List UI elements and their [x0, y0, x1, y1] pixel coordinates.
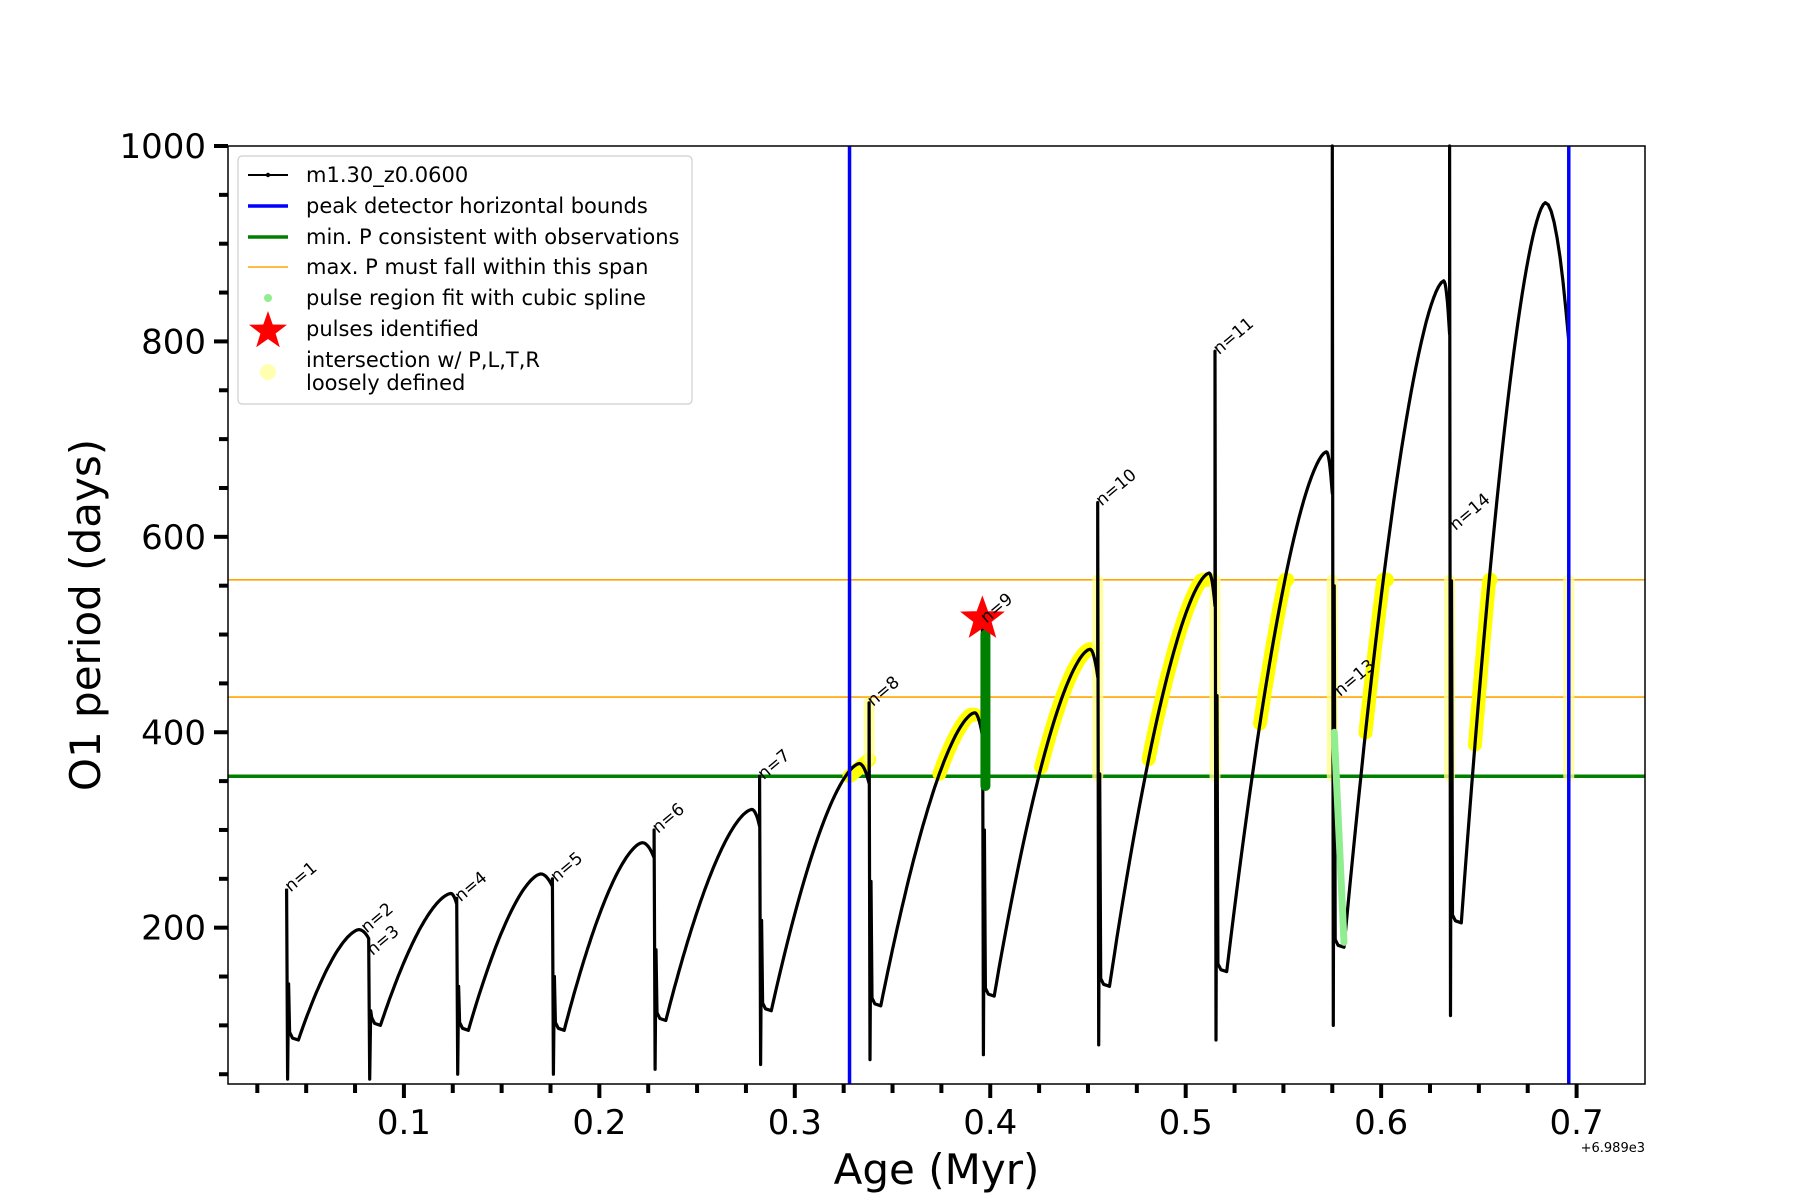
legend-label: pulse region fit with cubic spline	[306, 286, 646, 310]
legend-marker-circle	[260, 364, 276, 380]
legend-label: peak detector horizontal bounds	[306, 194, 648, 218]
legend-label: intersection w/ P,L,T,R	[306, 348, 540, 372]
y-tick-label: 1000	[119, 127, 206, 167]
y-tick-label: 600	[141, 518, 206, 558]
x-tick-label: 0.1	[377, 1103, 431, 1143]
legend-label: max. P must fall within this span	[306, 255, 648, 279]
plot-frame	[227, 145, 1646, 1085]
y-axis-title: O1 period (days)	[61, 439, 110, 791]
legend-label-line2: loosely defined	[306, 371, 465, 395]
legend-label: pulses identified	[306, 317, 479, 341]
x-axis-title: Age (Myr)	[834, 1145, 1040, 1194]
legend-marker-dot	[264, 294, 272, 302]
legend-marker-dot	[265, 172, 271, 178]
x-tick-label: 0.5	[1159, 1103, 1213, 1143]
legend-label: min. P consistent with observations	[306, 225, 679, 249]
pulse-identified-star	[960, 595, 1005, 638]
x-tick-label: 0.3	[768, 1103, 822, 1143]
legend-marker-star	[249, 311, 287, 348]
pulse-spline-region	[1330, 728, 1348, 946]
x-offset-label: +6.989e3	[1581, 1141, 1645, 1156]
x-tick-label: 0.6	[1354, 1103, 1408, 1143]
x-tick-label: 0.4	[963, 1103, 1017, 1143]
x-tick-label: 0.7	[1550, 1103, 1604, 1143]
legend-label: m1.30_z0.0600	[306, 163, 468, 188]
model-series-line	[285, 144, 1571, 1081]
y-tick-label: 800	[141, 322, 206, 362]
y-tick-label: 400	[141, 713, 206, 753]
y-tick-label: 200	[141, 909, 206, 949]
legend-box	[237, 155, 693, 405]
x-tick-label: 0.2	[572, 1103, 626, 1143]
